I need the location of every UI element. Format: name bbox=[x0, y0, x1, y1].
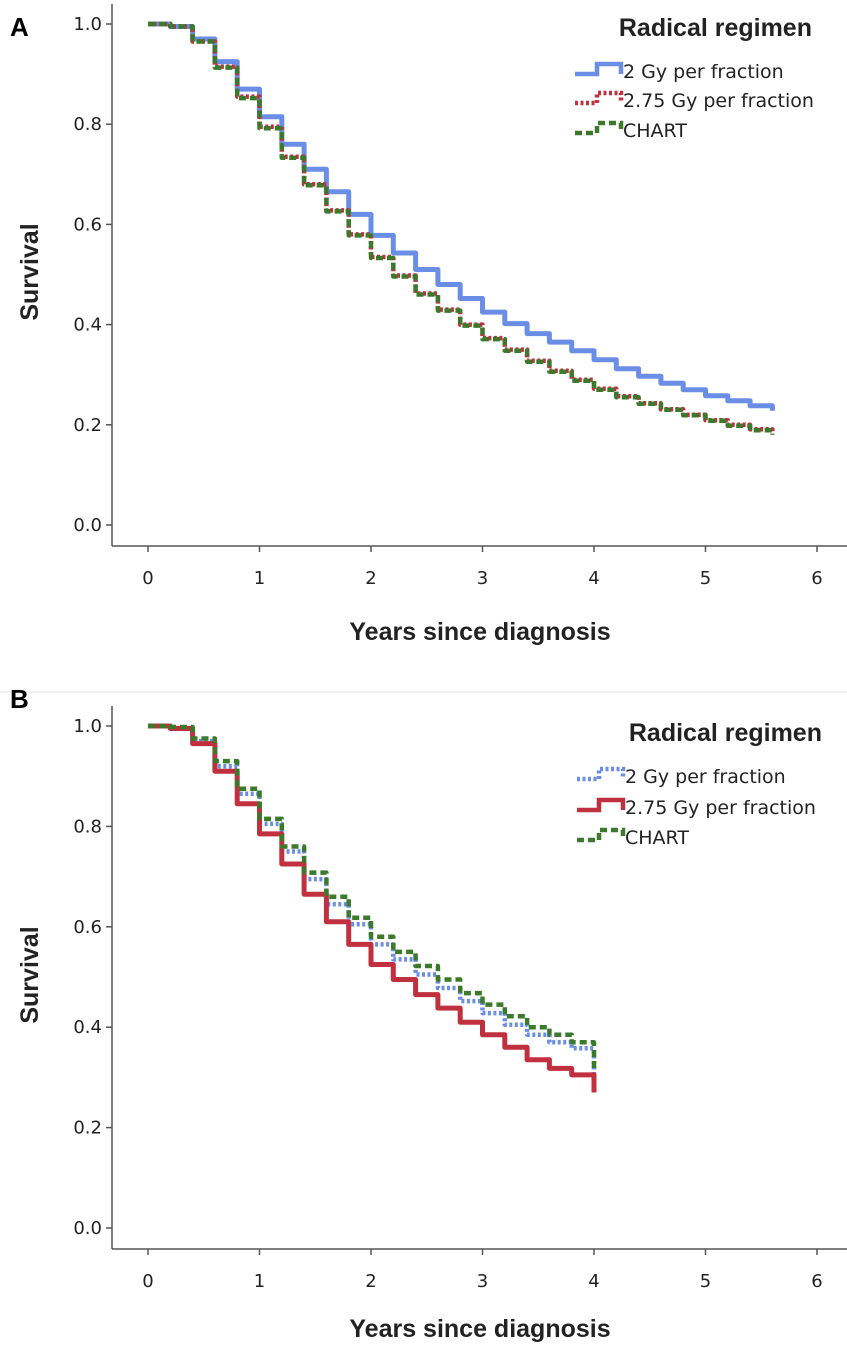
panel-a-x-tick-label: 1 bbox=[254, 568, 265, 589]
panel-a-x-tick-label: 6 bbox=[811, 568, 822, 589]
panel-b-legend-label-3: CHART bbox=[625, 827, 689, 849]
panel-a-x-tick-label: 5 bbox=[700, 568, 711, 589]
panel-a-series-line-3 bbox=[148, 21, 775, 435]
panel-b-x-axis-title: Years since diagnosis bbox=[349, 1315, 610, 1343]
panel-b-y-tick-label: 0.2 bbox=[73, 1118, 102, 1139]
panel-a-y-tick-label: 0.4 bbox=[73, 315, 102, 336]
panel-a-y-axis-title: Survival bbox=[16, 223, 44, 320]
panel-b-letter: B bbox=[10, 684, 29, 714]
panel-b-y-tick-label: 0.4 bbox=[73, 1017, 102, 1038]
panel-a-x-tick-label: 3 bbox=[477, 568, 488, 589]
panel-b-x-tick-label: 2 bbox=[365, 1271, 376, 1292]
panel-b-legend-swatch-1 bbox=[577, 766, 626, 782]
panel-b-legend-label-2: 2.75 Gy per fraction bbox=[625, 797, 816, 819]
panel-a-legend-swatch-2 bbox=[575, 90, 624, 106]
panel-a-y-tick-label: 0.0 bbox=[73, 515, 102, 536]
panel-a-letter: A bbox=[10, 12, 29, 42]
panel-b-y-axis-title: Survival bbox=[16, 926, 44, 1023]
panel-b-x-tick-label: 6 bbox=[811, 1271, 822, 1292]
panel-a-legend-label-3: CHART bbox=[623, 120, 687, 142]
panel-b-x-tick-label: 1 bbox=[254, 1271, 265, 1292]
panel-b-y-tick-label: 0.8 bbox=[73, 816, 102, 837]
panel-a-x-axis-title: Years since diagnosis bbox=[349, 618, 610, 646]
panel-b-legend-swatch-2 bbox=[577, 797, 626, 813]
panel-a-x-tick-label: 2 bbox=[365, 568, 376, 589]
panel-a-y-tick-label: 0.8 bbox=[73, 114, 102, 135]
panel-b-x-tick-label: 5 bbox=[700, 1271, 711, 1292]
panel-b-series-line-2 bbox=[148, 723, 597, 1093]
panel-a-series-line-2 bbox=[148, 21, 775, 434]
panel-b-x-tick-label: 3 bbox=[477, 1271, 488, 1292]
panel-a-legend-swatch-1 bbox=[575, 61, 624, 77]
panel-b-x-tick-label: 0 bbox=[142, 1271, 153, 1292]
panel-a-legend-title: Radical regimen bbox=[619, 14, 812, 42]
panel-b-x-tick-label: 4 bbox=[588, 1271, 599, 1292]
panel-a-y-tick-label: 1.0 bbox=[73, 14, 102, 35]
panel-b-y-tick-label: 0.6 bbox=[73, 917, 102, 938]
panel-a-x-tick-label: 0 bbox=[142, 568, 153, 589]
panel-a-y-tick-label: 0.6 bbox=[73, 214, 102, 235]
panel-b-series-line-3 bbox=[148, 723, 597, 1069]
panel-b-legend-title: Radical regimen bbox=[629, 719, 822, 747]
panel-b-legend-label-1: 2 Gy per fraction bbox=[625, 766, 786, 788]
panel-b-y-tick-label: 1.0 bbox=[73, 716, 102, 737]
panel-a-legend-label-1: 2 Gy per fraction bbox=[623, 61, 784, 83]
panel-b-y-tick-label: 0.0 bbox=[73, 1218, 102, 1239]
panel-a-y-tick-label: 0.2 bbox=[73, 415, 102, 436]
panel-a-x-tick-label: 4 bbox=[588, 568, 599, 589]
panel-a-legend-label-2: 2.75 Gy per fraction bbox=[623, 90, 814, 112]
panel-b-legend-swatch-3 bbox=[577, 827, 626, 843]
panel-a-legend-swatch-3 bbox=[575, 120, 624, 136]
